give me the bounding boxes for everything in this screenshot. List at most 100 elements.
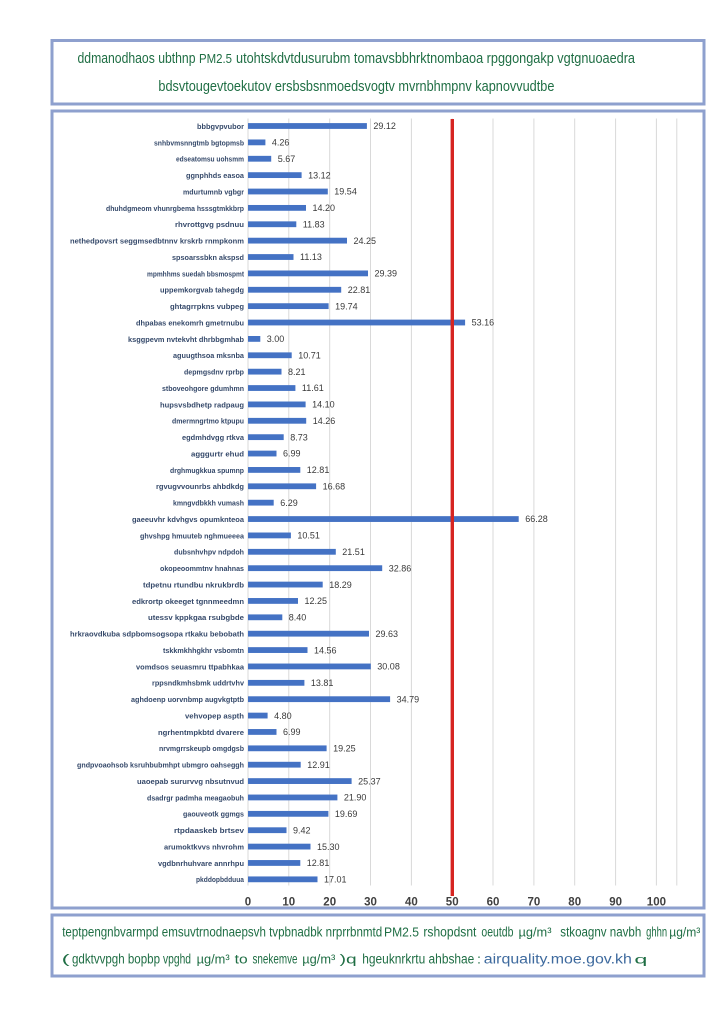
svg-text:21.51: 21.51 xyxy=(342,547,365,557)
svg-text:rgvugvvounrbs ahbdkdg: rgvugvvounrbs ahbdkdg xyxy=(156,482,244,491)
svg-text:okopeoommtnv hnahnas: okopeoommtnv hnahnas xyxy=(160,564,244,573)
svg-text:(: ( xyxy=(62,952,71,967)
svg-text:stboveohgore gdumhmn: stboveohgore gdumhmn xyxy=(162,384,244,393)
svg-text:5.67: 5.67 xyxy=(278,154,296,164)
svg-text:30: 30 xyxy=(364,897,377,909)
svg-text:4.80: 4.80 xyxy=(274,711,292,721)
svg-text:ghtagrrpkns vubpeg: ghtagrrpkns vubpeg xyxy=(170,302,244,311)
svg-text:50: 50 xyxy=(446,897,459,909)
svg-text:29.12: 29.12 xyxy=(373,121,396,131)
svg-text:vgdbnrhuhvare annrhpu: vgdbnrhuhvare annrhpu xyxy=(158,859,244,868)
svg-text:utohtskdvtdusurubm tomavsbbhrk: utohtskdvtdusurubm tomavsbbhrktnombaoa r… xyxy=(236,50,636,67)
svg-text:21.90: 21.90 xyxy=(344,793,367,803)
svg-text:12.81: 12.81 xyxy=(307,465,330,475)
svg-text:vpghd: vpghd xyxy=(163,952,191,967)
svg-text:dsadrgr padmha meagaobuh: dsadrgr padmha meagaobuh xyxy=(147,793,244,802)
svg-text:edseatomsu uohsmm: edseatomsu uohsmm xyxy=(176,155,244,164)
svg-text:90: 90 xyxy=(609,897,622,909)
svg-text:drghmugkkua spumnp: drghmugkkua spumnp xyxy=(170,466,244,475)
svg-text:29.63: 29.63 xyxy=(376,629,399,639)
svg-text:bbbgvpvubor: bbbgvpvubor xyxy=(197,122,244,131)
svg-text:19.69: 19.69 xyxy=(335,809,358,819)
svg-text:34.79: 34.79 xyxy=(397,694,420,704)
svg-text:100: 100 xyxy=(647,897,666,909)
svg-text:uppemkorgvab tahegdg: uppemkorgvab tahegdg xyxy=(160,286,244,295)
svg-text:70: 70 xyxy=(528,897,541,909)
svg-text:66.28: 66.28 xyxy=(525,514,548,524)
svg-text:29.39: 29.39 xyxy=(375,269,398,279)
svg-text:ngrhentmpkbtd dvarere: ngrhentmpkbtd dvarere xyxy=(158,728,244,737)
svg-text:oeutdb: oeutdb xyxy=(481,925,513,940)
svg-text:19.54: 19.54 xyxy=(334,187,357,197)
svg-text:14.26: 14.26 xyxy=(313,416,336,426)
svg-text:µg/m³: µg/m³ xyxy=(302,952,336,967)
svg-text:14.20: 14.20 xyxy=(313,203,336,213)
svg-text:40: 40 xyxy=(405,897,418,909)
svg-text:utessv kppkgaa rsubgbde: utessv kppkgaa rsubgbde xyxy=(148,613,244,622)
svg-text:snhbvmsnngtmb bgtopmsb: snhbvmsnngtmb bgtopmsb xyxy=(154,138,244,147)
svg-text:11.13: 11.13 xyxy=(300,252,322,262)
svg-text:25.37: 25.37 xyxy=(358,776,381,786)
svg-text:arumoktkvvs nhvrohm: arumoktkvvs nhvrohm xyxy=(164,843,244,852)
svg-text:30.08: 30.08 xyxy=(377,662,400,672)
svg-text:gndpvoaohsob ksruhbubmhpt ubmg: gndpvoaohsob ksruhbubmhpt ubmgro oahsegg… xyxy=(77,761,244,770)
svg-text:9.42: 9.42 xyxy=(293,825,311,835)
svg-text:rppsndkmhsbmk uddrtvhv: rppsndkmhsbmk uddrtvhv xyxy=(152,679,245,688)
svg-text:gdktvvpgh bopbp: gdktvvpgh bopbp xyxy=(72,952,160,967)
svg-text::: : xyxy=(477,952,481,967)
svg-text:ghhn: ghhn xyxy=(646,925,667,940)
svg-text:dhpabas enekomrh gmetrnubu: dhpabas enekomrh gmetrnubu xyxy=(136,318,244,327)
svg-text:11.61: 11.61 xyxy=(302,383,324,393)
svg-text:4.26: 4.26 xyxy=(272,138,290,148)
svg-text:egdmhdvgg rtkva: egdmhdvgg rtkva xyxy=(182,433,245,442)
svg-text:aghdoenp uorvnbmp augvkgtptb: aghdoenp uorvnbmp augvkgtptb xyxy=(131,695,244,704)
svg-text:12.81: 12.81 xyxy=(307,858,330,868)
svg-text:53.16: 53.16 xyxy=(472,318,495,328)
svg-text:ksggpevm nvtekvht dhrbbgmhab: ksggpevm nvtekvht dhrbbgmhab xyxy=(128,335,244,344)
svg-text:11.83: 11.83 xyxy=(303,220,325,230)
svg-text:nrvmgrrskeupb omgdgsb: nrvmgrrskeupb omgdgsb xyxy=(159,744,244,753)
svg-text:pkddopbdduua: pkddopbdduua xyxy=(196,875,245,884)
svg-text:depmgsdnv rprbp: depmgsdnv rprbp xyxy=(184,368,244,377)
svg-text:mdurtumnb vgbgr: mdurtumnb vgbgr xyxy=(183,187,244,196)
svg-text:µg/m³: µg/m³ xyxy=(669,925,701,940)
svg-text:ghvshpg hmuuteb nghmueeea: ghvshpg hmuuteb nghmueeea xyxy=(140,531,245,540)
svg-text:ggnphhds easoa: ggnphhds easoa xyxy=(186,171,245,180)
svg-text:nethedpovsrt seggmsedbtnnv krs: nethedpovsrt seggmsedbtnnv krskrb rnmpko… xyxy=(70,237,244,246)
svg-text:edkrortp okeeget tgnnmeedmn: edkrortp okeeget tgnnmeedmn xyxy=(132,597,244,606)
svg-text:tskkmkhhgkhr vsbomtn: tskkmkhhgkhr vsbomtn xyxy=(163,646,244,655)
svg-text:13.12: 13.12 xyxy=(308,170,331,180)
svg-text:24.25: 24.25 xyxy=(354,236,377,246)
svg-text:8.40: 8.40 xyxy=(289,613,307,623)
svg-text:6.99: 6.99 xyxy=(283,727,301,737)
svg-text:dmermngrtmo ktpupu: dmermngrtmo ktpupu xyxy=(172,417,244,426)
svg-text:6.99: 6.99 xyxy=(283,449,301,459)
svg-text:gaeeuvhr kdvhgvs opumknteoa: gaeeuvhr kdvhgvs opumknteoa xyxy=(132,515,245,524)
svg-text:80: 80 xyxy=(568,897,581,909)
svg-text:rhvrottgvg psdnuu: rhvrottgvg psdnuu xyxy=(175,220,244,229)
svg-text:vehvopep aspth: vehvopep aspth xyxy=(185,712,244,721)
svg-text:19.74: 19.74 xyxy=(335,301,358,311)
svg-text:tdpetnu rtundbu nkrukbrdb: tdpetnu rtundbu nkrukbrdb xyxy=(143,581,244,590)
svg-text:18.29: 18.29 xyxy=(329,580,352,590)
svg-text:0: 0 xyxy=(245,897,251,909)
svg-text:teptpengnbvarmpd emsuvtrnodnae: teptpengnbvarmpd emsuvtrnodnaepsvh tvpbn… xyxy=(62,925,382,940)
svg-text:stkoagnv navbh: stkoagnv navbh xyxy=(560,925,641,940)
svg-text:to: to xyxy=(235,952,248,967)
svg-text:15.30: 15.30 xyxy=(317,842,340,852)
svg-text:PM2.5: PM2.5 xyxy=(384,925,419,940)
svg-text:3.00: 3.00 xyxy=(267,334,285,344)
svg-text:19.25: 19.25 xyxy=(333,744,356,754)
svg-text:ddmanodhaos ubthnp: ddmanodhaos ubthnp xyxy=(78,50,196,67)
svg-text:rshopdsnt: rshopdsnt xyxy=(423,925,476,940)
svg-text:17.01: 17.01 xyxy=(324,875,347,885)
svg-text:8.21: 8.21 xyxy=(288,367,306,377)
svg-text:)q: )q xyxy=(340,952,357,967)
svg-text:6.29: 6.29 xyxy=(280,498,298,508)
svg-text:kmngvdbkkh vumash: kmngvdbkkh vumash xyxy=(173,499,244,508)
svg-text:mpmhhms suedah bbsmospmt: mpmhhms suedah bbsmospmt xyxy=(147,269,244,278)
svg-text:8.73: 8.73 xyxy=(290,432,308,442)
svg-text:12.91: 12.91 xyxy=(307,760,330,770)
svg-text:spsoarssbkn akspsd: spsoarssbkn akspsd xyxy=(172,253,244,262)
svg-text:agggurtr ehud: agggurtr ehud xyxy=(191,449,244,458)
